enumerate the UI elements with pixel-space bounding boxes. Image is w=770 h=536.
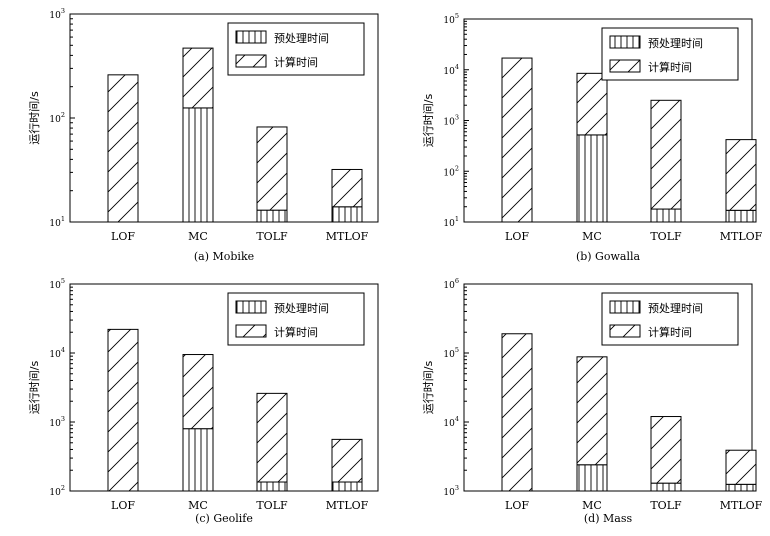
legend-swatch-preprocess — [609, 300, 641, 314]
panel-caption: (c) Geolife — [195, 512, 253, 525]
bar-compute-tolf — [256, 126, 288, 211]
x-category-label: MC — [188, 499, 208, 512]
legend-label: 计算时间 — [648, 325, 692, 339]
y-tick-label: 106 — [443, 277, 459, 291]
x-category-label: MTLOF — [720, 499, 763, 512]
bar-compute-mc — [576, 72, 608, 136]
y-tick-label: 103 — [49, 415, 65, 429]
legend-label: 预处理时间 — [648, 302, 703, 315]
legend-swatch-compute — [609, 324, 641, 338]
panel-caption: (d) Mass — [584, 512, 633, 525]
bar-compute-mtlof — [331, 438, 363, 483]
bar-preprocess-tolf — [650, 482, 682, 492]
x-category-label: MC — [582, 499, 602, 512]
legend-swatch-compute — [235, 324, 267, 338]
y-tick-label: 104 — [443, 415, 459, 429]
legend-label: 预处理时间 — [274, 302, 329, 315]
legend-label: 计算时间 — [274, 55, 318, 69]
chart-panel-3: 102 103 104 105 运行时间/s LOF MC TOLF MTLOF 预处理时间计算时… — [28, 277, 379, 525]
x-category-label: LOF — [505, 499, 529, 512]
y-tick-label: 101 — [443, 215, 459, 229]
bar-preprocess-mc — [576, 134, 608, 223]
x-category-label: TOLF — [256, 499, 288, 512]
x-category-label: MC — [188, 230, 208, 243]
x-category-label: MTLOF — [326, 230, 369, 243]
x-category-label: TOLF — [256, 230, 288, 243]
y-tick-label: 103 — [49, 7, 65, 21]
bar-compute-lof — [501, 333, 533, 492]
legend-label: 预处理时间 — [274, 32, 329, 45]
y-tick-label: 104 — [49, 346, 65, 360]
y-tick-label: 105 — [443, 12, 459, 26]
legend-swatch-preprocess — [235, 30, 267, 44]
y-tick-label: 101 — [49, 215, 65, 229]
y-tick-label: 102 — [443, 164, 459, 178]
bar-preprocess-tolf — [256, 209, 288, 223]
y-axis-label: 运行时间/s — [28, 91, 41, 145]
bar-preprocess-mtlof — [331, 206, 363, 223]
bar-compute-mtlof — [331, 168, 363, 208]
y-tick-label: 105 — [443, 346, 459, 360]
legend-swatch-compute — [235, 54, 267, 68]
bar-compute-tolf — [650, 416, 682, 484]
bar-compute-mc — [576, 356, 608, 466]
bar-preprocess-mc — [182, 107, 214, 223]
panel-caption: (a) Mobike — [194, 250, 254, 263]
legend-swatch-preprocess — [609, 35, 641, 49]
chart-panel-4: 103 104 105 106 运行时间/s LOF MC TOLF MTLOF 预处理时间计算时… — [422, 277, 763, 525]
x-category-label: LOF — [111, 230, 135, 243]
panel-caption: (b) Gowalla — [576, 250, 641, 263]
y-axis-label: 运行时间/s — [422, 94, 435, 148]
legend-label: 预处理时间 — [648, 37, 703, 50]
bar-preprocess-mc — [182, 428, 214, 492]
bar-preprocess-mc — [576, 464, 608, 492]
y-tick-label: 102 — [49, 111, 65, 125]
legend-label: 计算时间 — [648, 60, 692, 74]
bar-compute-mc — [182, 47, 214, 109]
legend-label: 计算时间 — [274, 325, 318, 339]
bar-compute-mc — [182, 354, 214, 430]
bar-preprocess-mtlof — [725, 209, 757, 223]
bar-compute-lof — [107, 74, 139, 223]
bar-compute-lof — [501, 57, 533, 223]
y-tick-label: 103 — [443, 484, 459, 498]
bar-preprocess-mtlof — [331, 481, 363, 492]
y-axis-label: 运行时间/s — [28, 361, 41, 415]
bar-compute-tolf — [650, 99, 682, 210]
chart-panel-2: 101 102 103 104 105 运行时间/s LOF MC TOLF MTLOF 预处理时间… — [422, 12, 763, 263]
x-category-label: TOLF — [650, 230, 682, 243]
bar-compute-mtlof — [725, 449, 757, 485]
y-tick-label: 103 — [443, 114, 459, 128]
x-category-label: TOLF — [650, 499, 682, 512]
bar-preprocess-mtlof — [725, 483, 757, 492]
x-category-label: LOF — [505, 230, 529, 243]
bar-preprocess-tolf — [256, 481, 288, 492]
x-category-label: LOF — [111, 499, 135, 512]
x-category-label: MC — [582, 230, 602, 243]
bar-compute-lof — [107, 328, 139, 492]
x-category-label: MTLOF — [326, 499, 369, 512]
bar-preprocess-tolf — [650, 208, 682, 223]
legend-swatch-compute — [609, 59, 641, 73]
legend-swatch-preprocess — [235, 300, 267, 314]
plot-frame — [463, 283, 753, 492]
bar-compute-mtlof — [725, 139, 757, 211]
x-category-label: MTLOF — [720, 230, 763, 243]
bar-compute-tolf — [256, 392, 288, 483]
y-tick-label: 105 — [49, 277, 65, 291]
plot-frame — [69, 283, 379, 492]
y-axis-label: 运行时间/s — [422, 361, 435, 415]
y-tick-label: 102 — [49, 484, 65, 498]
y-tick-label: 104 — [443, 63, 459, 77]
